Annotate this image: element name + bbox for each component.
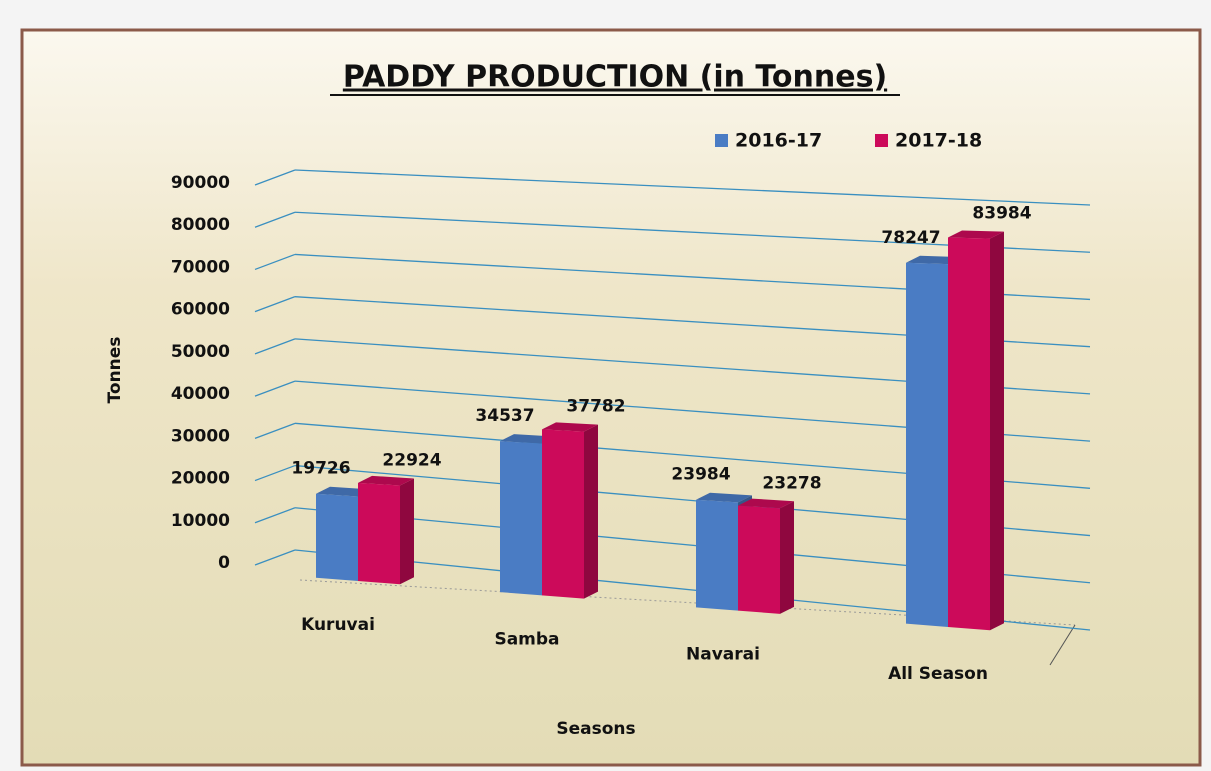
- bar: [500, 441, 542, 595]
- y-tick-label: 30000: [171, 426, 230, 446]
- data-label: 37782: [566, 397, 625, 417]
- y-tick-label: 20000: [171, 469, 230, 489]
- x-tick-label: Navarai: [686, 645, 760, 665]
- y-tick-label: 90000: [171, 173, 230, 193]
- data-label: 19726: [291, 459, 350, 479]
- bar-side: [584, 425, 598, 599]
- data-label: 22924: [382, 451, 441, 471]
- data-label: 34537: [475, 406, 534, 426]
- legend-label: 2017-18: [895, 130, 982, 152]
- legend-swatch: [715, 134, 728, 147]
- y-tick-label: 10000: [171, 511, 230, 531]
- legend-label: 2016-17: [735, 130, 822, 152]
- x-axis-title: Seasons: [556, 719, 635, 739]
- y-tick-label: 0: [218, 553, 230, 573]
- chart-title: PADDY PRODUCTION (in Tonnes): [343, 60, 887, 95]
- chart: PADDY PRODUCTION (in Tonnes) Tonnes Seas…: [0, 0, 1211, 771]
- bar-side: [990, 232, 1004, 631]
- x-tick-label: Kuruvai: [301, 615, 375, 635]
- bar-side: [400, 479, 414, 585]
- bar: [358, 483, 400, 584]
- y-tick-label: 60000: [171, 300, 230, 320]
- data-label: 83984: [972, 204, 1031, 224]
- bar: [316, 494, 358, 581]
- y-tick-label: 40000: [171, 384, 230, 404]
- data-label: 78247: [881, 228, 940, 248]
- y-tick-label: 50000: [171, 342, 230, 362]
- bar: [542, 429, 584, 598]
- bar-side: [780, 501, 794, 614]
- bar: [738, 506, 780, 614]
- legend-swatch: [875, 134, 888, 147]
- y-tick-label: 70000: [171, 257, 230, 277]
- bar: [906, 263, 948, 627]
- bar: [696, 500, 738, 611]
- bar: [948, 237, 990, 630]
- data-label: 23278: [762, 473, 821, 493]
- y-axis-title: Tonnes: [105, 337, 125, 404]
- x-tick-label: Samba: [494, 629, 559, 649]
- y-tick-label: 80000: [171, 215, 230, 235]
- data-label: 23984: [671, 465, 730, 485]
- x-tick-label: All Season: [888, 664, 988, 684]
